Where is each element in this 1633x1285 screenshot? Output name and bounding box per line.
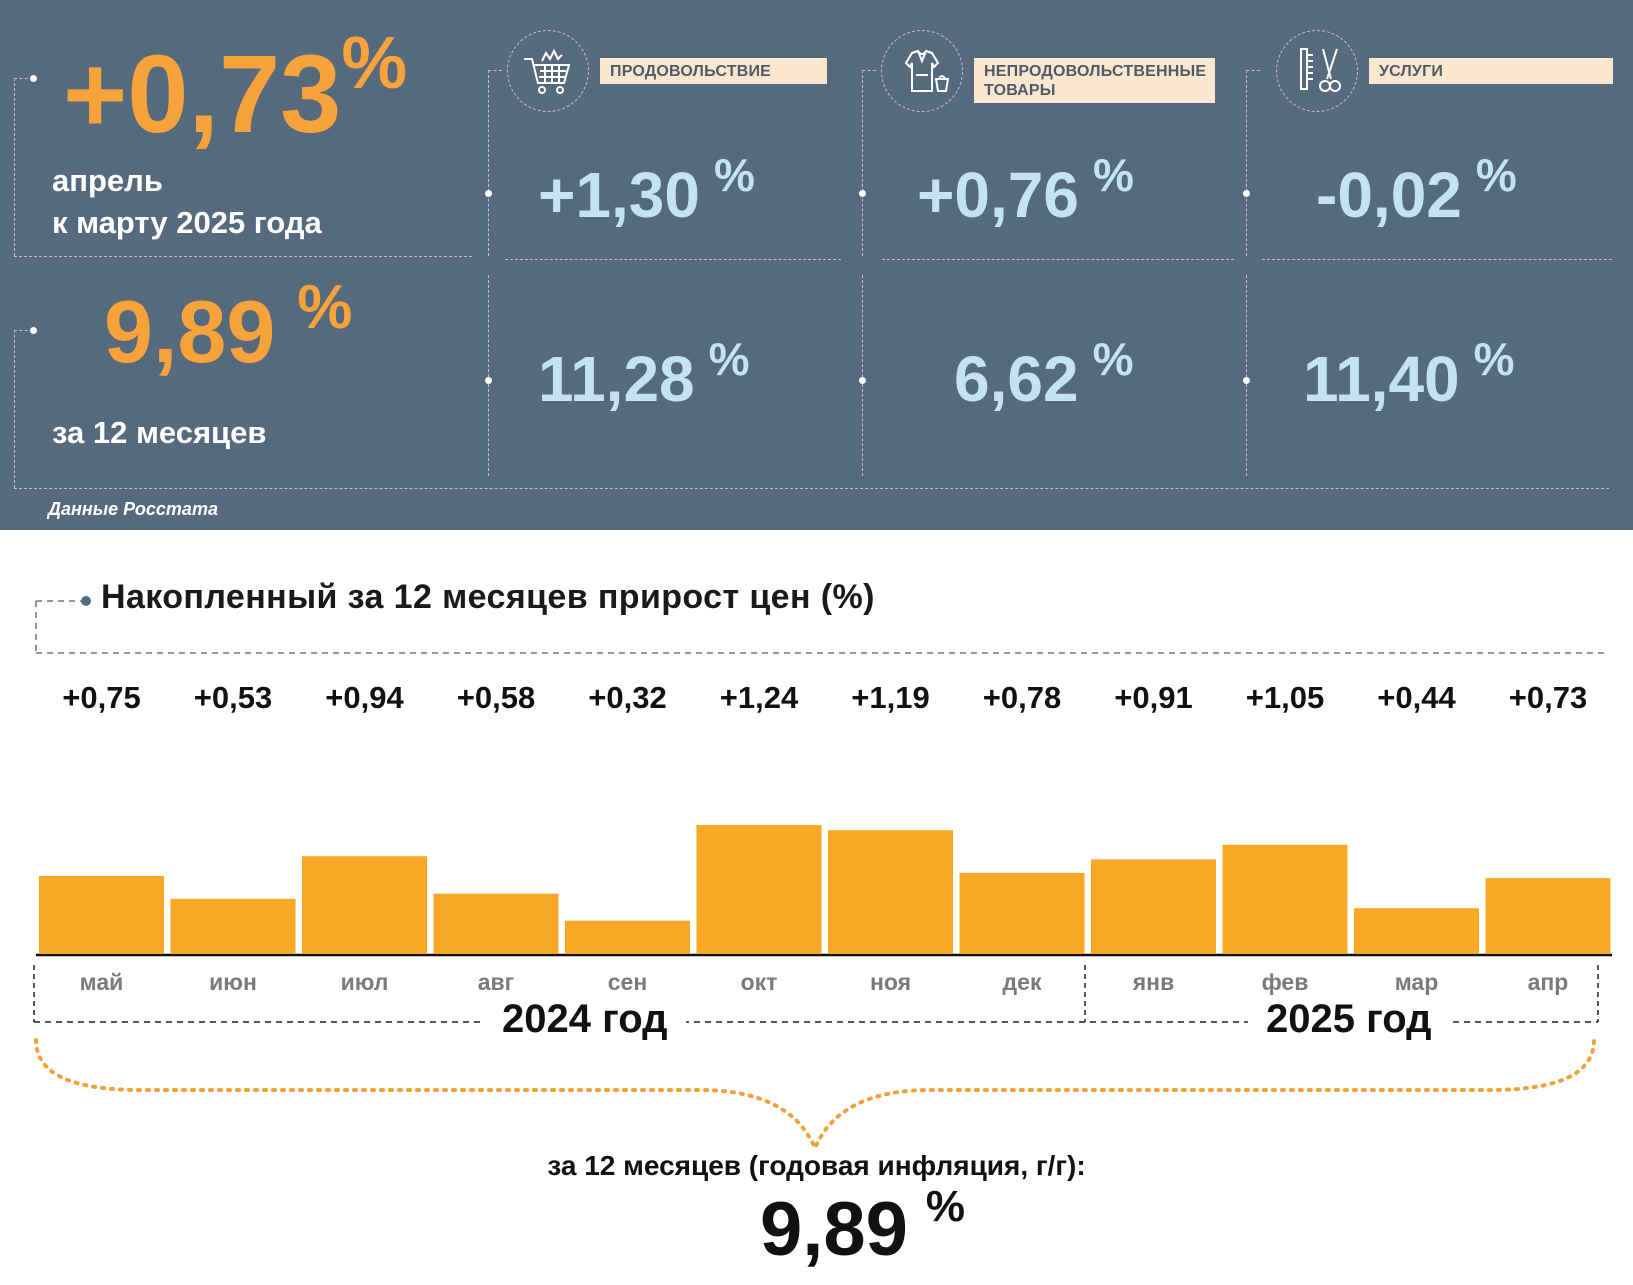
month-label-апр: апр	[1528, 969, 1569, 995]
value-label-мар: +0,44	[1377, 680, 1456, 715]
month-label-окт: окт	[741, 969, 778, 995]
month-label-июл: июл	[341, 969, 389, 995]
value-label-сен: +0,32	[588, 680, 667, 715]
month-label-янв: янв	[1132, 969, 1174, 995]
category-label-services: УСЛУГИ	[1369, 58, 1613, 84]
month-label-ноя: ноя	[870, 969, 911, 995]
year-label-2024: 2024 год	[484, 997, 686, 1042]
bar-мар	[1354, 908, 1479, 954]
category-label-food: ПРОДОВОЛЬСТВИЕ	[600, 58, 827, 84]
value-label-янв: +0,91	[1114, 680, 1193, 715]
clothes-icon	[881, 30, 963, 112]
source-note: Данные Росстата	[48, 499, 218, 519]
value-label-июн: +0,53	[193, 680, 273, 715]
year-label-2025: 2025 год	[1248, 997, 1450, 1042]
bar-апр	[1485, 878, 1611, 954]
bar-ноя	[828, 830, 953, 954]
bar-май	[39, 876, 164, 954]
value-label-май: +0,75	[62, 680, 141, 715]
chart-month-labels: май июн июл авг сен окт ноя дек янв фев мар апр	[80, 969, 1569, 995]
month-label-авг: авг	[478, 969, 515, 995]
bar-фев	[1222, 844, 1348, 954]
value-label-дек: +0,78	[982, 680, 1062, 715]
category-food-monthly: +1,30%	[538, 149, 755, 231]
month-label-мар: мар	[1395, 969, 1439, 995]
bar-сен	[565, 920, 690, 954]
headline-annual-value: 9,89%	[104, 273, 353, 381]
month-label-фев: фев	[1262, 969, 1309, 995]
category-nonfood-annual: 6,62%	[954, 333, 1134, 415]
headline-annual-label: за 12 месяцев	[52, 415, 267, 450]
scissors-comb-icon	[1276, 30, 1358, 112]
headline-monthly-value: +0,73%	[63, 21, 408, 156]
chart-bars	[39, 825, 1611, 954]
value-label-фев: +1,05	[1245, 680, 1325, 715]
month-label-июн: июн	[209, 969, 257, 995]
category-label-nonfood: НЕПРОДОВОЛЬСТВЕННЫЕ ТОВАРЫ	[974, 58, 1215, 103]
bar-июн	[170, 898, 296, 954]
shopping-cart-icon	[507, 30, 589, 112]
annual-inflation-value: 9,89%	[760, 1182, 966, 1272]
bar-дек	[959, 872, 1085, 954]
bar-окт	[696, 825, 822, 954]
value-label-ноя: +1,19	[851, 680, 930, 715]
value-label-окт: +1,24	[719, 680, 799, 715]
summary-panel: +0,73% апрель к марту 2025 года 9,89% за…	[0, 0, 1633, 530]
annual-inflation-label: за 12 месяцев (годовая инфляция, г/г):	[547, 1150, 1086, 1181]
category-nonfood-monthly: +0,76%	[917, 149, 1134, 231]
month-label-май: май	[80, 969, 124, 995]
month-label-сен: сен	[608, 969, 647, 995]
category-services-annual: 11,40%	[1303, 333, 1515, 415]
category-food-annual: 11,28%	[538, 333, 750, 415]
month-label-дек: дек	[1003, 969, 1042, 995]
bar-авг	[433, 893, 559, 954]
category-services-monthly: -0,02%	[1316, 149, 1517, 231]
chart-value-labels: +0,75 +0,53 +0,94 +0,58 +0,32 +1,24 +1,19 +0,78…	[0, 680, 1633, 720]
value-label-апр: +0,73	[1508, 680, 1588, 715]
bar-янв	[1091, 859, 1216, 954]
value-label-июл: +0,94	[325, 680, 404, 715]
value-label-авг: +0,58	[456, 680, 536, 715]
chart-title: Накопленный за 12 месяцев прирост цен (%…	[101, 578, 875, 616]
headline-monthly-label: апрель к марту 2025 года	[52, 163, 322, 240]
bar-июл	[302, 856, 427, 954]
